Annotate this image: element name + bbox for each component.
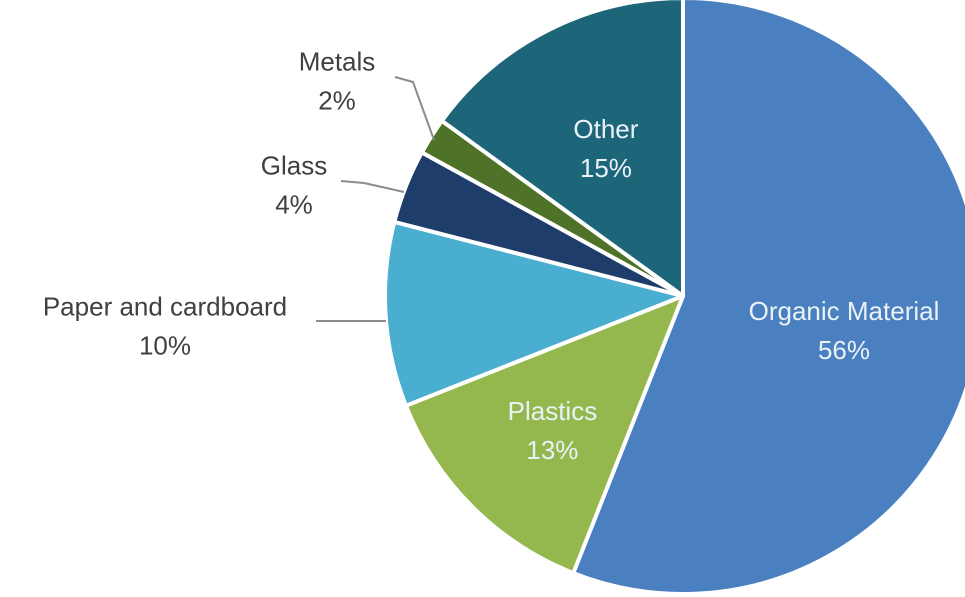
- slice-labels: Organic Material 56% Plastics 13% Paper and …: [43, 47, 940, 466]
- leader-line-metals: [394, 76, 435, 141]
- label-glass: Glass 4%: [261, 151, 327, 220]
- pie-slices: [383, 0, 965, 596]
- slice-plastics: [403, 294, 685, 576]
- label-plastics-category: Plastics: [508, 396, 598, 426]
- label-metals: Metals 2%: [299, 47, 376, 116]
- label-other: Other 15%: [573, 114, 638, 183]
- label-organic-material-percent: 56%: [818, 335, 870, 365]
- slice-other: [439, 0, 685, 298]
- slice-paper-and-cardboard: [383, 219, 685, 408]
- label-paper-and-cardboard: Paper and cardboard 10%: [43, 292, 287, 361]
- label-glass-category: Glass: [261, 151, 327, 181]
- leader-lines: [316, 76, 435, 322]
- label-paper-and-cardboard-category: Paper and cardboard: [43, 292, 287, 322]
- label-metals-category: Metals: [299, 47, 376, 77]
- label-organic-material-category: Organic Material: [749, 296, 940, 326]
- label-other-percent: 15%: [580, 153, 632, 183]
- leader-line-glass: [340, 180, 405, 193]
- label-paper-and-cardboard-percent: 10%: [139, 331, 191, 361]
- label-glass-percent: 4%: [275, 190, 313, 220]
- label-plastics: Plastics 13%: [508, 396, 598, 465]
- slice-organic-material: [571, 0, 965, 596]
- label-plastics-percent: 13%: [526, 435, 578, 465]
- label-metals-percent: 2%: [318, 86, 356, 116]
- label-other-category: Other: [573, 114, 638, 144]
- label-organic-material: Organic Material 56%: [749, 296, 940, 365]
